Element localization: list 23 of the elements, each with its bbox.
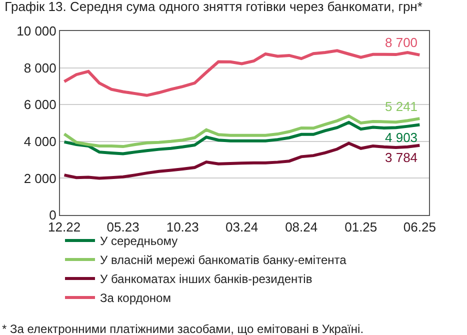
y-tick-label: 6 000 <box>24 97 56 112</box>
line-series <box>62 142 422 180</box>
y-tick-label: 4 000 <box>24 134 56 149</box>
x-tick-label: 03.24 <box>226 220 258 235</box>
legend-label: У банкоматах інших банків-резидентів <box>100 272 312 286</box>
x-tick-label: 08.24 <box>285 220 318 235</box>
data-label: 4 903 <box>385 130 418 145</box>
legend-label: За кордоном <box>100 291 171 306</box>
x-tick-label: 06.25 <box>403 220 436 235</box>
legend-label: У власній мережі банкоматів банку-емітента <box>100 253 347 268</box>
chart-title: Графік 13. Середня сума одного зняття готівки через банкомати, грн* <box>4 0 422 14</box>
line-series <box>62 114 422 148</box>
legend-label: У середньому <box>100 234 178 248</box>
data-label: 8 700 <box>385 35 418 50</box>
y-tick-label: 8 000 <box>24 60 56 76</box>
data-label: 3 784 <box>385 150 418 165</box>
line-series <box>62 49 422 97</box>
data-label: 5 241 <box>385 99 418 114</box>
x-tick-label: 05.23 <box>106 220 140 235</box>
x-tick-label: 10.23 <box>166 220 199 235</box>
x-tick-label: 01.25 <box>344 220 378 235</box>
y-tick-label: 10 000 <box>16 24 56 39</box>
y-tick-label: 2 000 <box>24 170 56 186</box>
